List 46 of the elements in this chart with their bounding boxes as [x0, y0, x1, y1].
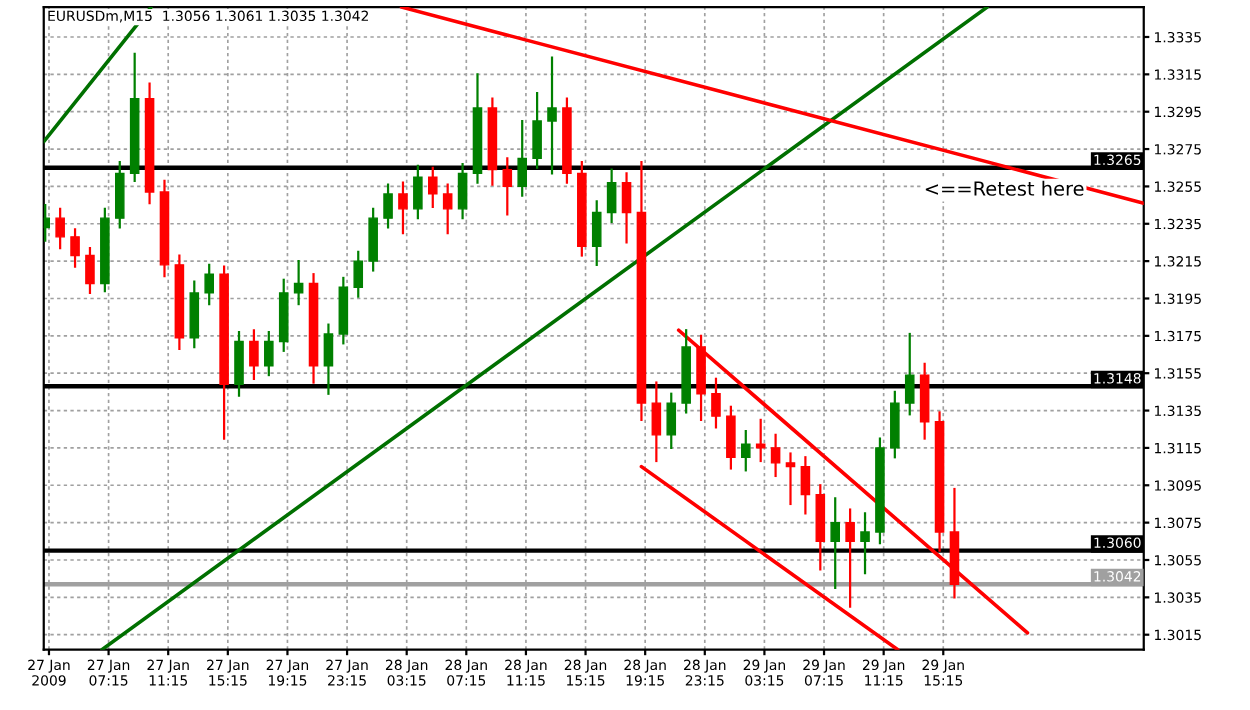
candlestick — [70, 228, 80, 268]
candlestick — [204, 263, 214, 306]
candlestick — [189, 280, 200, 349]
candlestick — [234, 331, 244, 397]
candlestick — [815, 484, 826, 571]
candlestick — [666, 392, 677, 450]
candlestick — [413, 164, 423, 220]
candlestick — [264, 331, 274, 377]
candlestick — [830, 497, 841, 590]
candlestick — [427, 166, 438, 209]
candlestick — [651, 381, 662, 463]
candlestick — [114, 161, 125, 229]
candlestick — [457, 162, 468, 220]
candlestick — [785, 452, 796, 506]
candlestick — [606, 168, 617, 224]
candlestick — [696, 334, 706, 422]
candlestick — [43, 203, 51, 242]
candlestick — [591, 200, 602, 266]
candlestick — [547, 56, 557, 175]
annotation: <==Retest here — [925, 180, 1084, 196]
candlestick — [532, 91, 542, 169]
candlestick — [353, 250, 364, 298]
candlestick — [740, 430, 751, 472]
candlestick — [800, 456, 811, 515]
candlestick — [517, 119, 527, 197]
candlestick — [860, 512, 870, 575]
candlestick — [502, 157, 513, 216]
candlestick — [726, 405, 736, 470]
candlestick — [711, 377, 721, 429]
candlestick — [442, 183, 453, 235]
candlestick — [55, 207, 65, 250]
candlestick — [85, 246, 95, 294]
candlestick — [621, 172, 632, 244]
candlestick — [904, 332, 915, 416]
candlestick — [338, 276, 349, 345]
candlestick — [249, 329, 259, 380]
candlestick — [383, 183, 393, 229]
candlestick — [323, 323, 334, 395]
candlestick — [398, 181, 408, 235]
candlestick — [293, 260, 304, 306]
candlestick — [919, 362, 930, 440]
candlestick — [845, 508, 855, 608]
candlestick — [368, 207, 378, 272]
candlestick — [890, 390, 900, 459]
candlestick — [770, 433, 781, 478]
candlestick — [755, 418, 766, 463]
